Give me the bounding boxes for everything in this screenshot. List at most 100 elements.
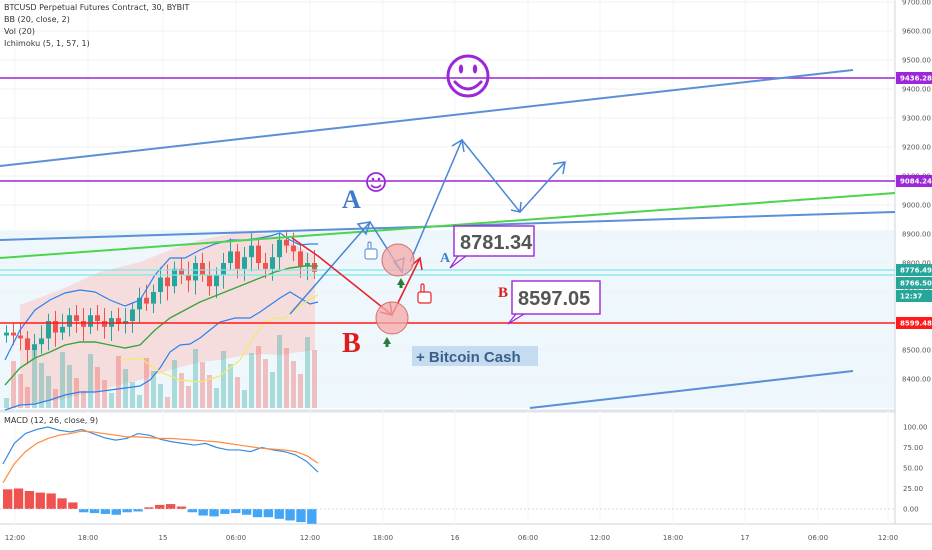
candle-body xyxy=(186,274,191,281)
volume-bar xyxy=(130,382,135,408)
volume-bar xyxy=(116,356,121,408)
price-tag xyxy=(896,277,932,289)
price-callout-a-text: 8781.34 xyxy=(460,232,533,254)
candle-body xyxy=(165,277,170,287)
target-circle-a xyxy=(381,243,415,277)
macd-histogram-bar xyxy=(220,509,230,514)
candle-body xyxy=(158,277,163,292)
smiley-icon xyxy=(446,54,490,98)
macd-histogram-bar xyxy=(79,509,89,513)
price-tick-label: 9300.00 xyxy=(902,115,931,123)
price-callout-b[interactable]: 8597.05 xyxy=(507,280,601,325)
price-tag xyxy=(896,264,932,276)
volume-bar xyxy=(249,353,254,408)
volume-bar xyxy=(235,377,240,408)
price-tag-label: 9084.24 xyxy=(900,178,932,186)
macd-histogram xyxy=(3,488,317,524)
price-tag-label: 8599.48 xyxy=(900,320,932,328)
time-tick-label: 06:00 xyxy=(808,534,828,542)
upper-channel-line xyxy=(0,69,854,167)
macd-pane[interactable] xyxy=(0,414,895,524)
volume-bar xyxy=(242,390,247,408)
candle-body xyxy=(88,315,93,327)
volume-bar xyxy=(207,375,212,408)
candle-body xyxy=(11,332,16,336)
macd-histogram-bar xyxy=(198,509,208,516)
price-axis[interactable]: 9700.00 9600.00 9500.00 9400.00 9300.00 9200.… xyxy=(902,0,931,384)
volume-bar xyxy=(165,397,170,408)
macd-histogram-bar xyxy=(35,492,45,509)
macd-histogram-bar xyxy=(231,509,241,514)
price-candles xyxy=(4,229,317,365)
volume-bar xyxy=(95,367,100,408)
macd-histogram-bar xyxy=(144,507,154,509)
time-axis[interactable]: 12:00 18:00 15 06:00 12:00 18:00 16 06:00 12:00 1… xyxy=(5,534,898,542)
macd-histogram-bar xyxy=(296,509,306,523)
candle-body xyxy=(151,292,156,304)
price-tag-label: 8776.49 xyxy=(900,267,932,275)
target-circle-b xyxy=(375,301,409,335)
macd-histogram-bar xyxy=(263,509,274,518)
price-tag xyxy=(896,175,932,187)
candle-body xyxy=(46,321,51,339)
volume-bar xyxy=(284,348,289,408)
macd-histogram-bar xyxy=(252,509,263,518)
macd-tick-label: 75.00 xyxy=(903,444,923,452)
bitcoin-cash-label: + Bitcoin Cash xyxy=(416,349,521,366)
volume-bar xyxy=(263,359,268,408)
volume-bar xyxy=(291,361,296,408)
blue-arrowhead-4 xyxy=(510,201,522,213)
green-trend-line xyxy=(0,192,896,259)
hand-pointer-icon xyxy=(364,241,378,260)
macd-histogram-bar xyxy=(89,509,100,514)
price-callout-a[interactable]: 8781.34 xyxy=(449,225,535,269)
time-tick-label: 06:00 xyxy=(518,534,538,542)
candle-body xyxy=(207,274,212,287)
volume-bar xyxy=(312,350,317,408)
candle-body xyxy=(74,315,79,321)
bollinger-lower-line xyxy=(4,291,319,411)
candle-body xyxy=(25,338,30,350)
price-tag-label: 12:37 xyxy=(900,293,922,301)
macd-histogram-bar xyxy=(111,509,121,515)
blue-projection-path-2 xyxy=(409,138,566,263)
volume-bar xyxy=(32,350,37,408)
macd-histogram-bar xyxy=(24,490,35,509)
time-tick-label: 06:00 xyxy=(226,534,246,542)
price-tag-label: 8766.50 xyxy=(900,280,932,288)
chart-title: BTCUSD Perpetual Futures Contract, 30, B… xyxy=(4,3,190,12)
volume-bar xyxy=(228,364,233,408)
volume-bar xyxy=(11,361,16,408)
candle-body xyxy=(193,263,198,281)
candle-body xyxy=(235,251,240,269)
candle-body xyxy=(67,315,72,327)
candle-body xyxy=(291,245,296,252)
macd-tick-label: 25.00 xyxy=(903,485,923,493)
volume-bar xyxy=(60,352,65,408)
candle-body xyxy=(242,257,247,269)
candle-body xyxy=(284,239,289,246)
time-tick-label: 18:00 xyxy=(78,534,98,542)
time-tick-label: 16 xyxy=(451,534,460,542)
up-marker-a xyxy=(397,278,405,285)
macd-tick-label: 0.00 xyxy=(903,506,919,514)
macd-histogram-bar xyxy=(100,509,111,514)
volume-bar xyxy=(186,386,191,408)
macd-histogram-bar xyxy=(46,493,56,509)
macd-histogram-bar xyxy=(155,504,165,509)
bollinger-upper-line xyxy=(4,232,318,361)
macd-histogram-bar xyxy=(165,504,176,509)
volume-bar xyxy=(109,393,114,408)
time-tick-label: 15 xyxy=(159,534,168,542)
price-tick-label: 8500.00 xyxy=(902,347,931,355)
macd-histogram-bar xyxy=(3,489,13,509)
label-a-small: A xyxy=(440,251,451,266)
volume-bar xyxy=(172,360,177,408)
macd-signal-line xyxy=(2,430,319,484)
blue-arrowhead-1 xyxy=(356,221,372,236)
macd-axis[interactable]: 100.00 75.00 50.00 25.00 0.00 xyxy=(903,424,928,514)
lower-channel-line xyxy=(529,370,854,409)
macd-histogram-bar xyxy=(209,509,219,517)
price-tick-label: 8400.00 xyxy=(902,376,931,384)
